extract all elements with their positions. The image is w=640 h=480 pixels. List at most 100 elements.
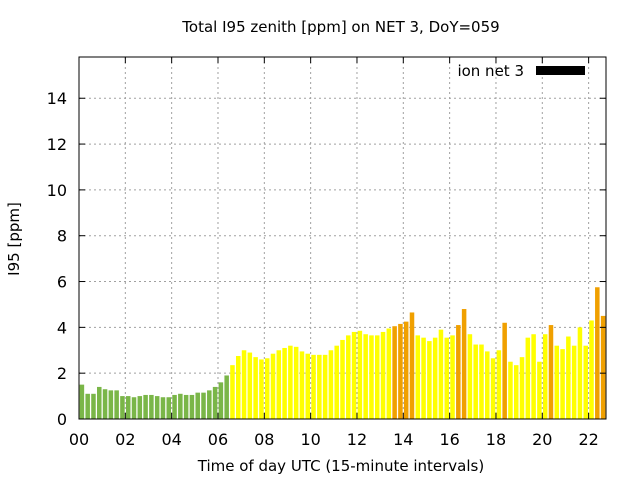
bar — [253, 357, 258, 419]
bar — [456, 325, 461, 419]
bar — [120, 396, 125, 419]
x-tick-label: 02 — [115, 430, 135, 449]
bar — [149, 394, 154, 419]
bar — [363, 334, 368, 419]
bar — [114, 390, 119, 419]
legend-label: ion net 3 — [457, 62, 524, 80]
bar — [97, 386, 102, 419]
bar — [444, 337, 450, 419]
y-tick-label: 14 — [47, 89, 67, 108]
plot-frame — [78, 56, 607, 420]
legend: ion net 3 — [457, 62, 585, 80]
bar — [183, 394, 189, 419]
bar — [398, 323, 403, 419]
bar — [415, 335, 421, 419]
bar — [369, 335, 374, 419]
bar — [172, 394, 177, 419]
bar — [322, 354, 328, 419]
bar — [108, 390, 114, 419]
bar — [403, 321, 409, 419]
bar — [351, 331, 357, 419]
bar — [531, 334, 536, 419]
legend-swatch — [536, 66, 585, 75]
bar — [328, 350, 334, 419]
bar — [218, 382, 224, 419]
x-tick-label: 08 — [254, 430, 274, 449]
bar — [270, 353, 276, 419]
bar — [201, 392, 206, 419]
bar — [571, 345, 577, 419]
bar — [317, 354, 322, 419]
bar — [548, 325, 554, 419]
bar — [340, 339, 345, 419]
bar — [525, 337, 531, 419]
bar — [235, 355, 241, 419]
y-tick-label: 2 — [57, 364, 67, 383]
x-tick-label: 16 — [439, 430, 459, 449]
bar — [79, 384, 85, 419]
bar — [595, 287, 600, 419]
bar — [473, 344, 478, 419]
x-tick-label: 12 — [347, 430, 367, 449]
bar — [392, 326, 397, 419]
bar — [299, 351, 305, 419]
bar — [386, 328, 392, 419]
x-tick-label: 22 — [578, 430, 598, 449]
x-tick-label: 00 — [69, 430, 89, 449]
y-tick-label: 0 — [57, 410, 67, 429]
bar — [131, 397, 137, 419]
bar — [259, 359, 264, 419]
bar — [282, 347, 287, 419]
y-tick-labels: 0 2 4 6 8 10 12 14 — [47, 89, 67, 429]
x-tick-label: 10 — [300, 430, 320, 449]
bar — [160, 397, 166, 419]
axes — [78, 56, 607, 420]
bar — [380, 331, 386, 419]
y-tick-label: 8 — [57, 227, 67, 246]
bar — [490, 358, 496, 419]
bar — [247, 352, 253, 419]
bar — [427, 341, 432, 419]
bar — [577, 327, 583, 419]
bar — [264, 358, 270, 419]
x-tick-label: 20 — [532, 430, 552, 449]
bar — [195, 392, 200, 419]
bar — [554, 345, 560, 419]
bar — [102, 389, 108, 419]
bar — [566, 336, 571, 419]
bar — [432, 337, 438, 419]
bar — [207, 390, 212, 419]
bar — [467, 334, 473, 419]
bar — [85, 393, 90, 419]
bar — [178, 393, 183, 419]
x-tick-label: 14 — [393, 430, 413, 449]
y-tick-label: 12 — [47, 135, 67, 154]
y-axis-label: I95 [ppm] — [5, 202, 23, 276]
bar — [374, 335, 380, 419]
bar — [293, 346, 299, 419]
chart-title: Total I95 zenith [ppm] on NET 3, DoY=059 — [181, 18, 499, 36]
y-tick-label: 6 — [57, 273, 67, 292]
bar — [357, 330, 363, 419]
y-tick-label: 4 — [57, 318, 67, 337]
bar — [346, 335, 351, 419]
bar — [461, 309, 467, 419]
x-tick-label: 18 — [486, 430, 506, 449]
bar — [154, 396, 160, 419]
bar — [502, 322, 507, 419]
bar — [125, 396, 131, 419]
bar — [189, 394, 195, 419]
bar — [496, 350, 502, 419]
bar — [166, 397, 172, 419]
x-tick-label: 04 — [161, 430, 181, 449]
x-axis-label: Time of day UTC (15-minute intervals) — [197, 457, 484, 475]
bar — [421, 337, 426, 419]
bar — [137, 396, 143, 419]
bar — [537, 361, 542, 419]
bar — [589, 320, 594, 419]
bar — [479, 344, 484, 419]
bar — [438, 329, 444, 419]
bar — [485, 351, 490, 419]
bar — [230, 365, 235, 419]
